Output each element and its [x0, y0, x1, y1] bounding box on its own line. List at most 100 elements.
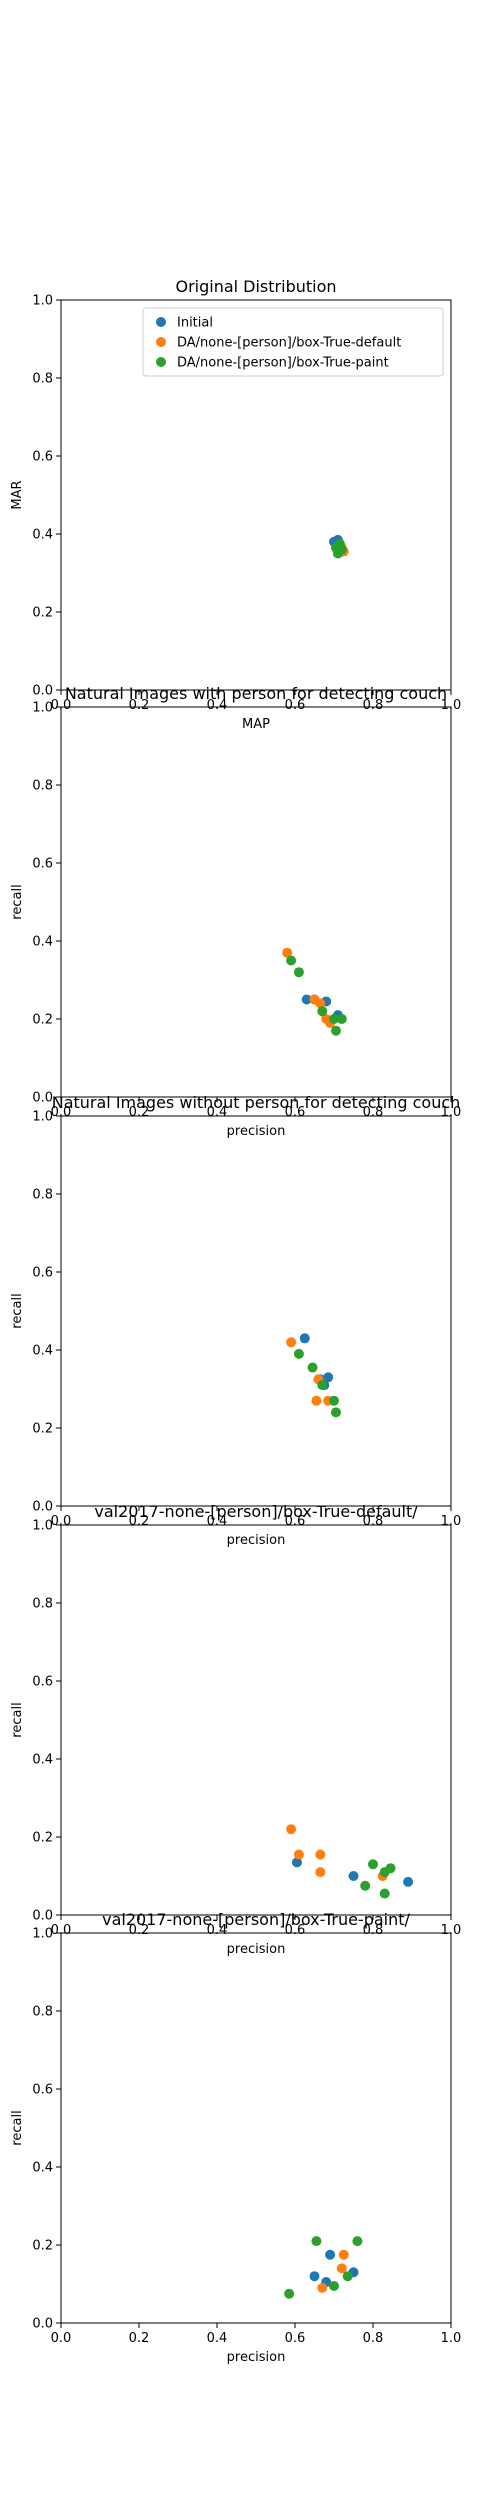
- data-point-series-2: [317, 2282, 328, 2293]
- legend-marker: [156, 337, 166, 347]
- y-tick-label: 0.2: [32, 1013, 53, 1028]
- data-point-series-2: [338, 2249, 349, 2260]
- y-tick-label: 0.4: [32, 1344, 53, 1359]
- data-point-series-1: [309, 2271, 320, 2282]
- data-point-series-2: [286, 1824, 297, 1835]
- chart-title: Original Distribution: [175, 277, 336, 296]
- y-tick-label: 0.6: [32, 857, 53, 872]
- x-axis-label: precision: [227, 1124, 286, 1139]
- data-point-series-3: [329, 2280, 339, 2291]
- x-tick-label: 0.0: [51, 698, 72, 713]
- y-tick-label: 0.0: [32, 2317, 53, 2332]
- x-tick-label: 0.6: [285, 1923, 306, 1938]
- y-tick-label: 0.8: [32, 779, 53, 794]
- legend-label: DA/none-[person]/box-True-paint: [177, 356, 389, 371]
- data-point-series-2: [282, 947, 293, 958]
- x-tick-label: 1.0: [441, 698, 462, 713]
- data-point-series-3: [293, 1348, 304, 1359]
- x-axis-label: precision: [227, 2350, 286, 2365]
- y-axis-label: recall: [10, 2110, 25, 2145]
- data-point-series-1: [301, 994, 312, 1005]
- y-tick-label: 1.0: [32, 701, 53, 716]
- x-tick-label: 1.0: [441, 1923, 462, 1938]
- x-axis-label: MAP: [242, 717, 270, 732]
- x-axis-label: precision: [227, 1942, 286, 1957]
- x-tick-label: 0.6: [285, 698, 306, 713]
- data-point-series-1: [403, 1876, 414, 1887]
- data-point-series-1: [348, 1871, 359, 1881]
- data-point-series-1: [299, 1333, 310, 1344]
- chart-title: Natural Images with person for detecting…: [65, 684, 447, 703]
- data-point-series-3: [329, 1014, 339, 1024]
- plot-frame: [60, 706, 452, 1098]
- data-point-series-3: [317, 1380, 328, 1391]
- data-point-series-2: [311, 1395, 322, 1406]
- y-tick-label: 0.6: [32, 450, 53, 465]
- y-tick-label: 1.0: [32, 1519, 53, 1534]
- x-tick-label: 0.4: [207, 2331, 228, 2346]
- legend-marker: [156, 357, 166, 367]
- scatter-chart-3: Natural Images without person for detect…: [10, 1093, 461, 1548]
- x-tick-label: 0.2: [129, 698, 150, 713]
- data-point-series-2: [293, 1849, 304, 1860]
- data-point-series-3: [360, 1880, 371, 1891]
- plot-frame: [60, 1115, 452, 1507]
- data-point-series-3: [293, 967, 304, 978]
- y-axis-label: recall: [10, 884, 25, 919]
- legend-label: DA/none-[person]/box-True-default: [177, 336, 401, 351]
- chart-title: Natural Images without person for detect…: [52, 1093, 461, 1112]
- data-point-series-2: [315, 1867, 326, 1878]
- y-tick-label: 1.0: [32, 294, 53, 309]
- data-point-series-3: [330, 1025, 341, 1036]
- x-axis-label: precision: [227, 1533, 286, 1548]
- y-axis-label: MAR: [10, 480, 25, 509]
- legend: Initial DA/none-[person]/box-True-default…: [142, 307, 444, 377]
- x-tick-label: 0.4: [207, 1923, 228, 1938]
- x-tick-label: 0.0: [51, 1923, 72, 1938]
- data-point-series-3: [329, 1395, 339, 1406]
- y-tick-label: 0.6: [32, 1675, 53, 1690]
- y-tick-label: 1.0: [32, 1110, 53, 1125]
- scatter-chart-4: val2017-none-[person]/box-True-default/0…: [10, 1502, 461, 1957]
- scatter-chart-2: Natural Images with person for detecting…: [10, 684, 461, 1139]
- data-point-series-3: [379, 1888, 390, 1899]
- x-tick-label: 0.2: [129, 2331, 150, 2346]
- y-axis-label: recall: [10, 1702, 25, 1737]
- y-tick-label: 0.4: [32, 2161, 53, 2176]
- data-point-series-1: [291, 1857, 302, 1868]
- data-point-series-2: [315, 1849, 326, 1860]
- data-point-series-3: [336, 1014, 347, 1024]
- data-point-series-3: [336, 544, 347, 555]
- legend-box: [142, 307, 444, 377]
- data-point-series-2: [336, 2263, 347, 2274]
- y-tick-label: 0.0: [32, 684, 53, 699]
- x-tick-label: 0.8: [363, 698, 384, 713]
- y-tick-label: 0.2: [32, 1422, 53, 1437]
- data-point-series-3: [317, 1006, 328, 1017]
- y-tick-label: 0.8: [32, 2005, 53, 2020]
- legend-label: Initial: [177, 316, 213, 331]
- y-tick-label: 0.6: [32, 2083, 53, 2098]
- y-tick-label: 0.8: [32, 372, 53, 387]
- plot-frame: [60, 1932, 452, 2324]
- data-point-series-2: [315, 998, 326, 1009]
- y-tick-label: 0.0: [32, 1091, 53, 1106]
- x-tick-label: 1.0: [441, 2331, 462, 2346]
- data-point-series-3: [284, 2288, 295, 2299]
- data-point-series-3: [368, 1859, 378, 1870]
- data-point-series-2: [286, 1337, 297, 1348]
- data-point-series-3: [352, 2236, 363, 2247]
- scatter-chart-5: val2017-none-[person]/box-True-paint/0.0…: [10, 1910, 461, 2365]
- x-tick-label: 0.4: [207, 698, 228, 713]
- x-tick-label: 0.6: [285, 2331, 306, 2346]
- data-point-series-1: [323, 1372, 334, 1383]
- y-tick-label: 0.2: [32, 1831, 53, 1846]
- x-tick-label: 0.2: [129, 1923, 150, 1938]
- legend-marker: [156, 317, 166, 327]
- y-tick-label: 0.4: [32, 1753, 53, 1768]
- x-tick-label: 0.8: [363, 1923, 384, 1938]
- data-point-series-3: [385, 1863, 396, 1874]
- y-tick-label: 0.2: [32, 606, 53, 621]
